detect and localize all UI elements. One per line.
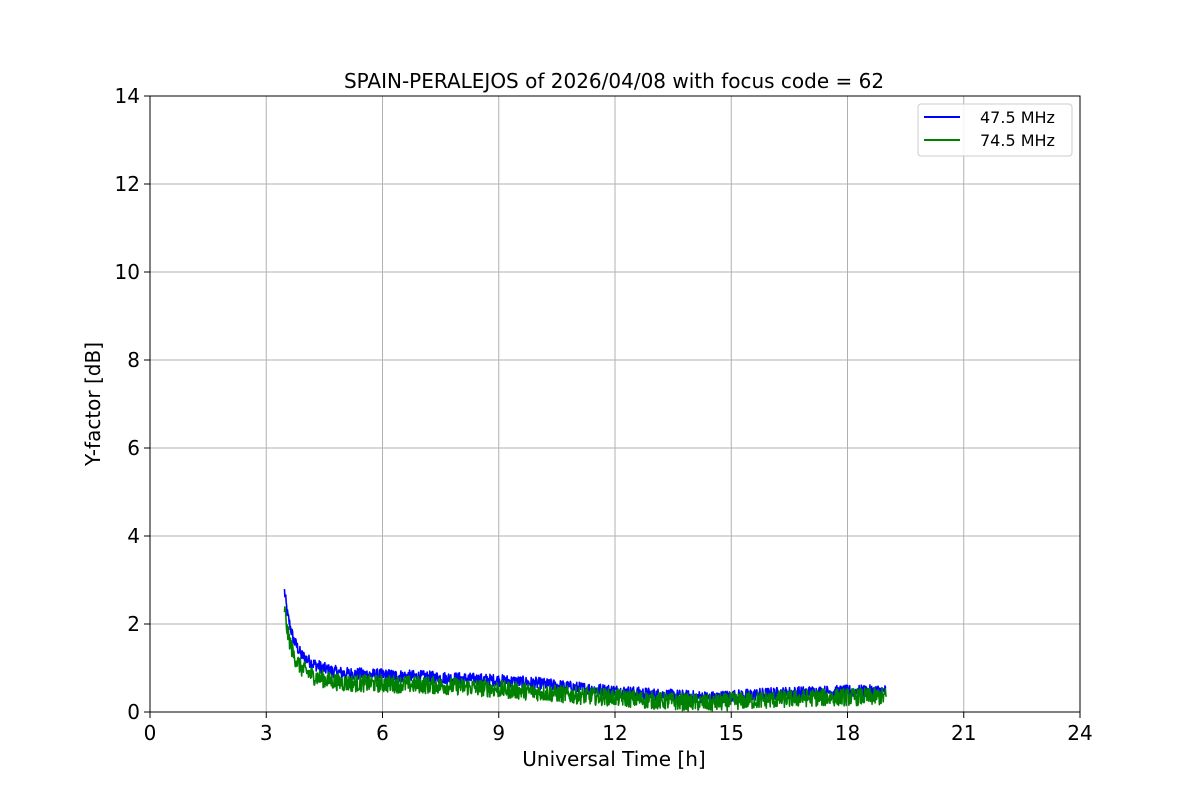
legend-label-1: 47.5 MHz	[980, 108, 1055, 127]
x-tick-label: 6	[376, 721, 389, 745]
x-tick-label: 15	[719, 721, 744, 745]
legend-label-2: 74.5 MHz	[980, 131, 1055, 150]
x-tick-label: 24	[1067, 721, 1092, 745]
series-line-2	[283, 606, 888, 712]
y-tick-label: 6	[127, 436, 140, 460]
x-tick-label: 21	[951, 721, 976, 745]
y-axis-title: Y-factor [dB]	[81, 342, 105, 467]
y-tick-label: 0	[127, 700, 140, 724]
x-tick-label: 3	[260, 721, 273, 745]
series-layer	[283, 589, 888, 712]
chart-title: SPAIN-PERALEJOS of 2026/04/08 with focus…	[344, 69, 884, 93]
y-tick-label: 4	[127, 524, 140, 548]
x-tick-label: 9	[492, 721, 505, 745]
x-tick-label: 0	[144, 721, 157, 745]
y-tick-label: 10	[115, 260, 140, 284]
x-tick-label: 18	[835, 721, 860, 745]
y-tick-label: 2	[127, 612, 140, 636]
y-tick-label: 14	[115, 84, 140, 108]
x-axis-title: Universal Time [h]	[522, 747, 705, 771]
y-tick-label: 12	[115, 172, 140, 196]
legend: 47.5 MHz 74.5 MHz	[917, 103, 1073, 157]
y-tick-label: 8	[127, 348, 140, 372]
x-tick-label: 12	[602, 721, 627, 745]
